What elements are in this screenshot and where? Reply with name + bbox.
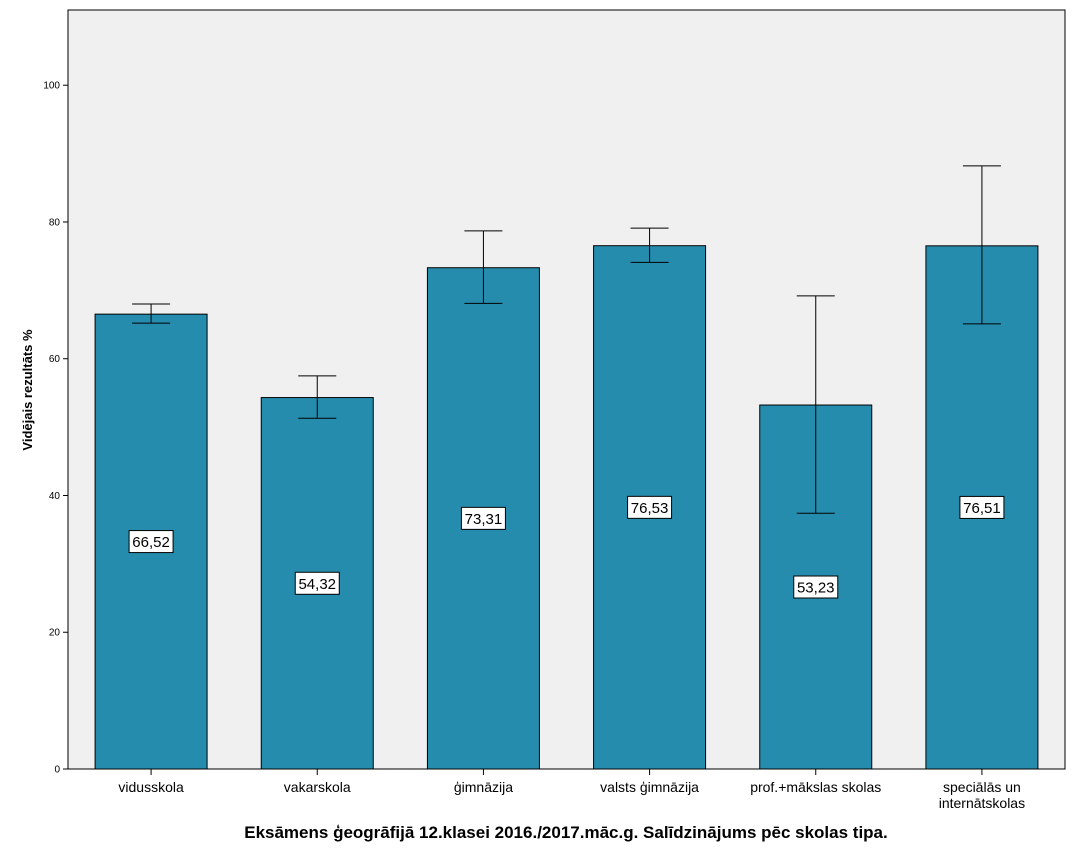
y-tick-label: 100 [43,81,60,92]
data-label-box [294,571,340,595]
x-tick-label: ģimnāzija [454,779,513,795]
x-tick-label: speciālās un [943,779,1021,795]
x-tick-label: internātskolas [939,795,1025,811]
y-tick-label: 80 [49,217,61,228]
data-label: 76,51 [963,500,1001,517]
data-label: 53,23 [797,580,835,597]
y-tick-label: 60 [49,354,61,365]
plot-area [67,9,1066,770]
chart-title: Eksāmens ģeogrāfijā 12.klasei 2016./2017… [244,823,888,842]
y-tick-label: 40 [49,491,61,502]
x-tick-label: vidusskola [118,779,184,795]
x-tick-label: prof.+mākslas skolas [750,779,881,795]
data-label-box [128,530,174,554]
data-label-box [793,575,839,599]
x-tick-label: valsts ģimnāzija [600,779,699,795]
data-label: 54,32 [298,576,336,593]
data-label: 73,31 [465,511,503,528]
data-label-box [627,495,673,519]
y-tick-label: 0 [54,765,60,776]
data-label-box [460,506,506,530]
data-label-box [959,495,1005,519]
data-label: 76,53 [631,500,669,517]
y-axis-label: Vidējais rezultāts % [20,329,35,451]
y-tick-label: 20 [49,628,61,639]
data-label: 66,52 [132,534,170,551]
x-tick-label: vakarskola [284,779,351,795]
